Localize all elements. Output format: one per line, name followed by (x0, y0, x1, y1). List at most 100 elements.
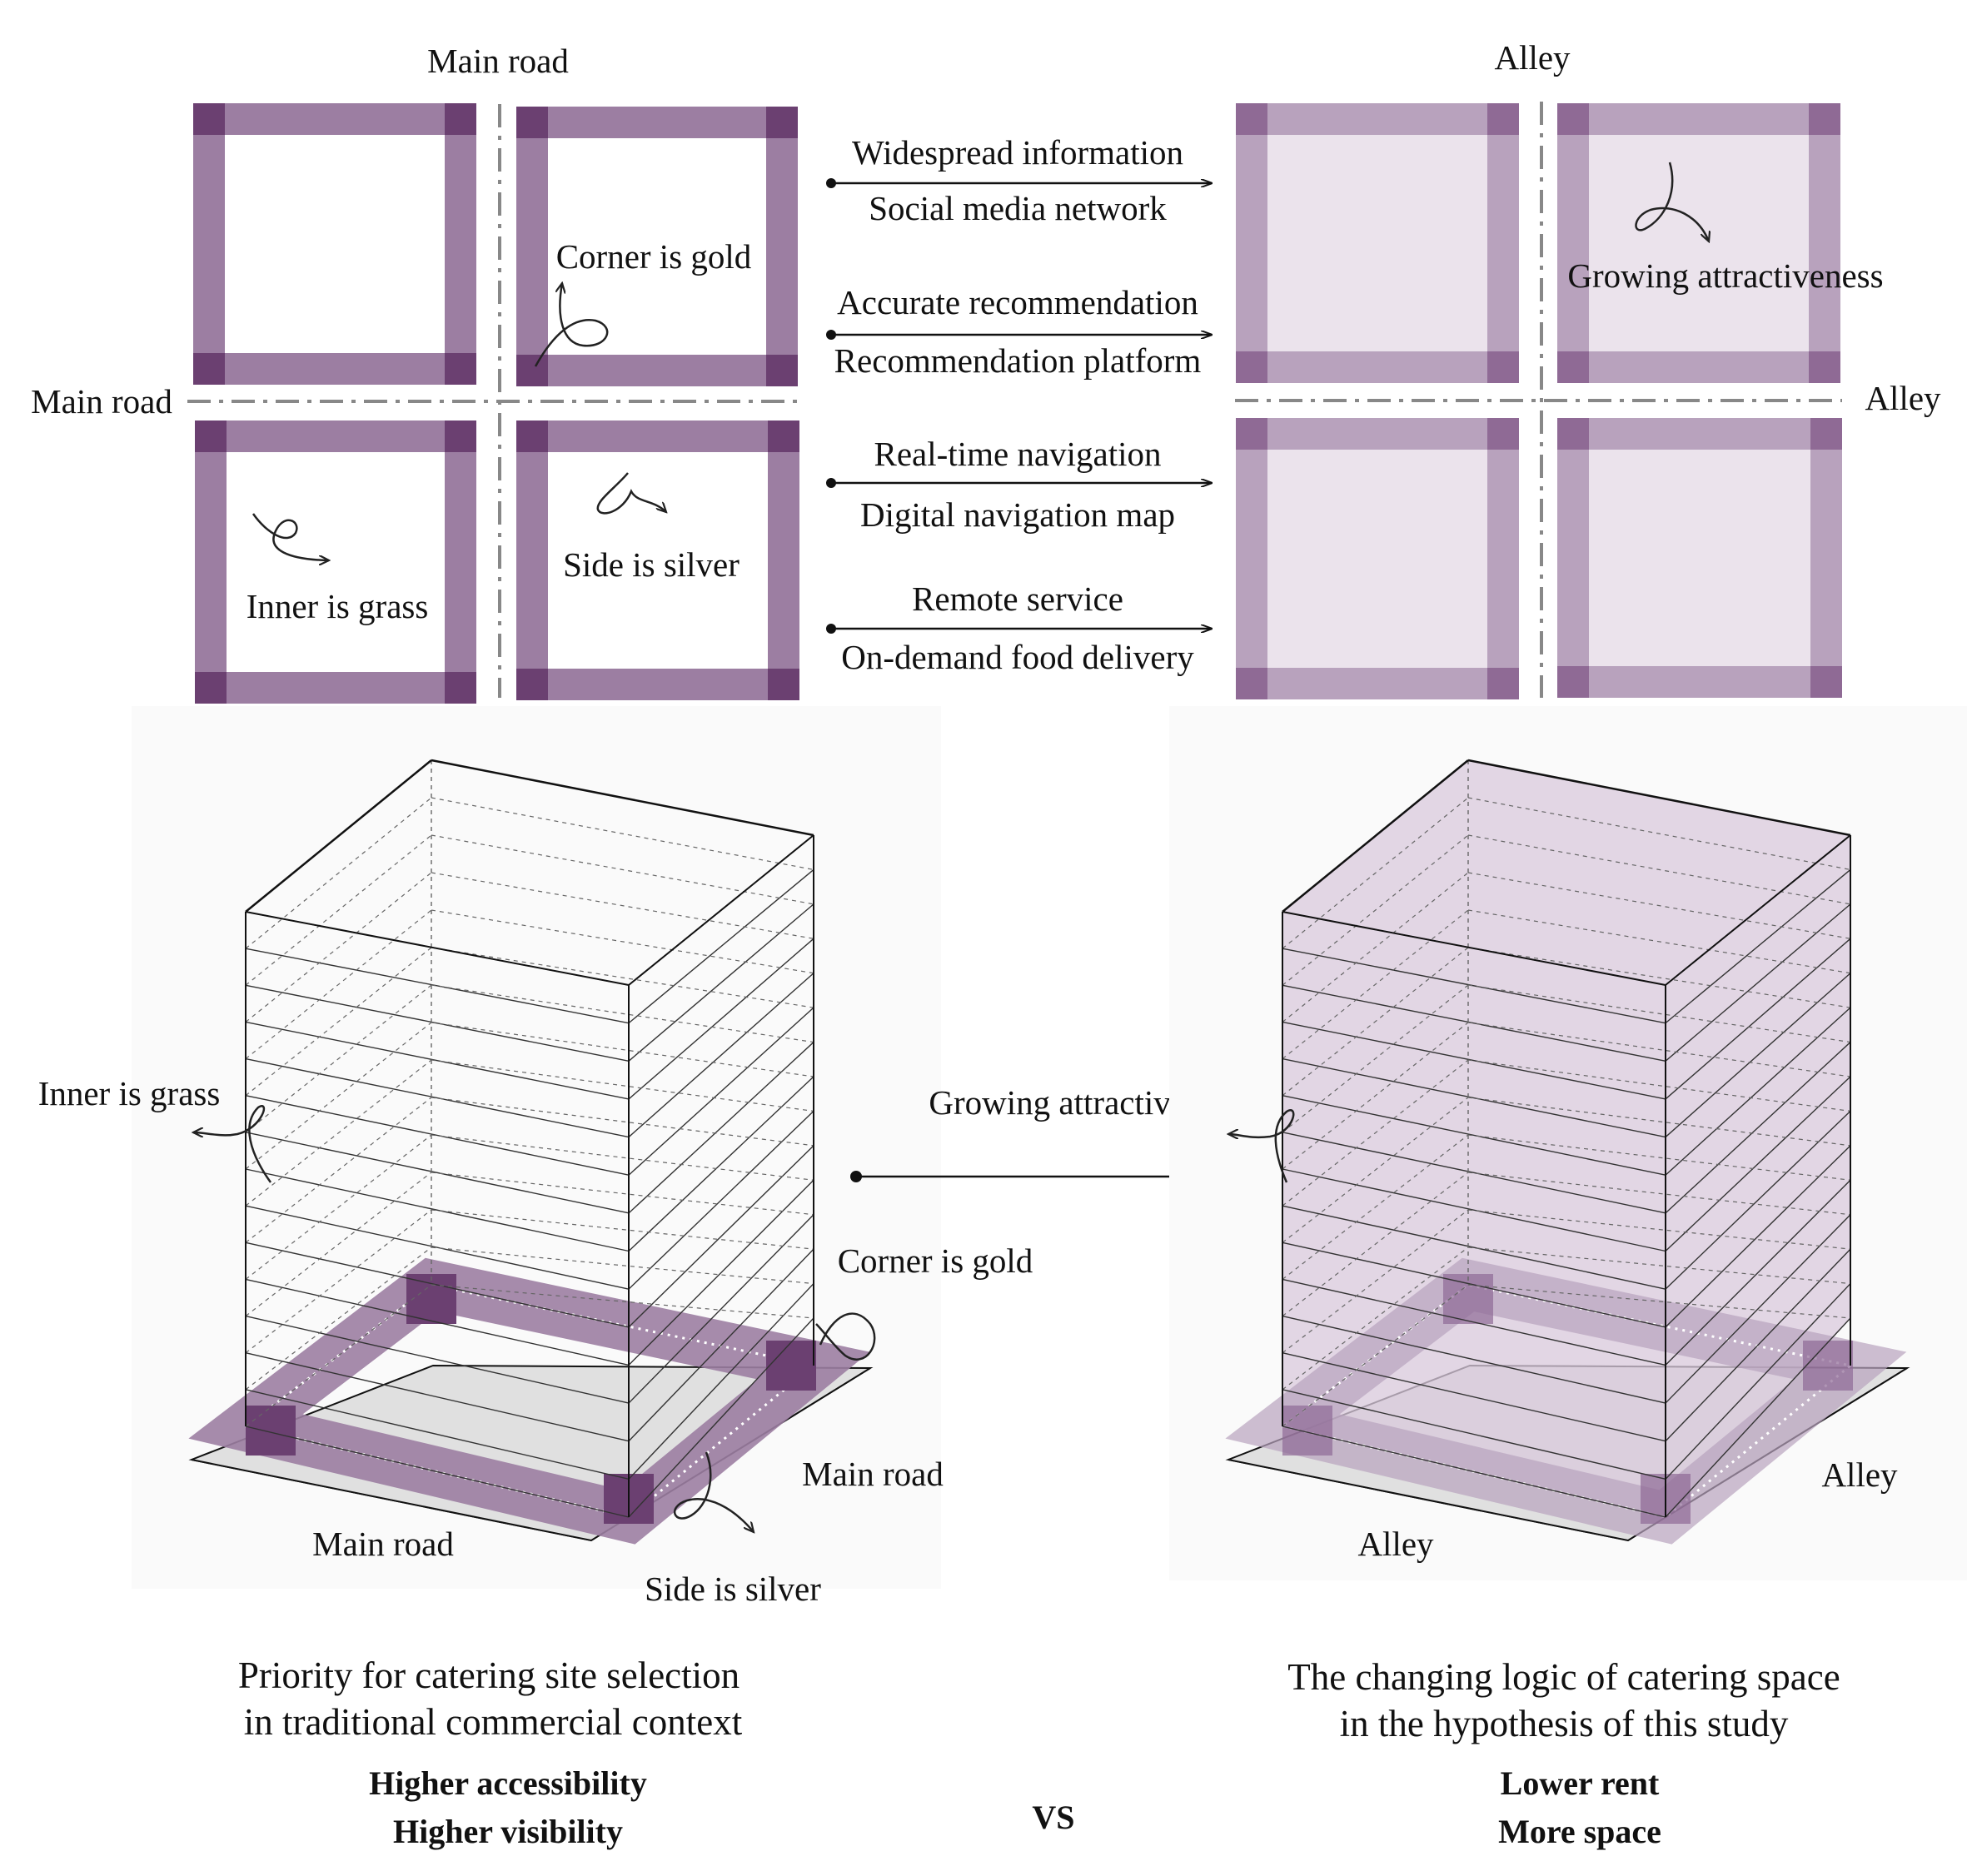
block-side (193, 353, 476, 385)
edge (431, 1059, 814, 1112)
edge (431, 1209, 814, 1250)
block-corner (1557, 103, 1589, 135)
edge (245, 911, 630, 986)
edge (1467, 872, 1851, 939)
edge (1282, 1278, 1666, 1366)
road-label-left: Main road (31, 382, 172, 420)
block-corner (445, 353, 476, 385)
block-fill (1557, 103, 1840, 383)
edge (245, 1278, 630, 1366)
edge (245, 1168, 630, 1252)
caption-left-line1: Priority for catering site selection (238, 1655, 739, 1696)
block-side (1557, 418, 1842, 450)
edge (1282, 1242, 1666, 1328)
edge (1665, 834, 1851, 986)
block-corner (516, 355, 548, 386)
road-label-top-left: Main road (427, 42, 569, 80)
factor-label-bottom: Recommendation platform (834, 341, 1202, 380)
edge (1665, 1076, 1851, 1252)
edge (628, 1110, 814, 1290)
factor-label-bottom: Digital navigation map (860, 495, 1175, 534)
block-side (516, 107, 548, 386)
base-corner-block (1282, 1406, 1332, 1456)
edge (1467, 834, 1851, 905)
edge (245, 1242, 630, 1328)
factor-label-top: Accurate recommendation (837, 283, 1198, 321)
edge (628, 1145, 814, 1328)
alley-label-3d-right: Alley (1821, 1456, 1898, 1494)
edge (1282, 1205, 1666, 1290)
edge (245, 1022, 432, 1170)
block-fill (1557, 418, 1842, 698)
factor-label-bottom: On-demand food delivery (841, 638, 1194, 676)
edge (1282, 1352, 1666, 1442)
edge (245, 1389, 630, 1480)
edge (1282, 1059, 1469, 1207)
factor-label-top: Remote service (912, 580, 1123, 618)
block-side (195, 420, 476, 452)
growing-attractiveness-label-top: Growing attractiveness (1567, 256, 1883, 295)
base-corner-block (246, 1406, 296, 1456)
block-corner (768, 669, 799, 700)
main-road-lines-left (187, 104, 799, 698)
edge (245, 1315, 630, 1404)
edge (1282, 1315, 1666, 1404)
edge (245, 909, 432, 1060)
edge (1665, 1110, 1851, 1290)
edge (1282, 1022, 1469, 1170)
block-corner (1236, 103, 1267, 135)
factor-arrow-3: Real-time navigation Digital navigation m… (826, 435, 1212, 534)
edge (628, 868, 814, 1024)
main-road-label-3d-left: Main road (312, 1525, 454, 1563)
edge (1282, 1057, 1666, 1138)
edge (1467, 1172, 1851, 1216)
block-corner (1809, 103, 1840, 135)
edge (1665, 1007, 1851, 1176)
side-is-silver-label: Side is silver (563, 545, 739, 584)
block-side (1557, 666, 1842, 698)
edge (431, 1172, 814, 1216)
block-corner (1809, 351, 1840, 383)
edge (1467, 1022, 1851, 1077)
block-corner (445, 103, 476, 135)
caption-left-line2: in traditional commercial context (244, 1701, 743, 1743)
edge (245, 797, 432, 949)
edge (245, 1426, 630, 1518)
edge (628, 973, 814, 1138)
edge (431, 1097, 814, 1147)
edge (628, 1076, 814, 1252)
main-road-label-3d-right: Main road (802, 1455, 944, 1493)
block-side (195, 672, 476, 704)
block-corner (766, 107, 798, 138)
block-side (445, 103, 476, 385)
edge (431, 834, 814, 905)
block-side (1557, 351, 1840, 383)
edge (245, 1172, 432, 1317)
alley-block-grid (1236, 103, 1842, 699)
block-side (1557, 103, 1589, 383)
edge (1282, 1426, 1666, 1518)
alley-label-3d-left: Alley (1357, 1525, 1434, 1563)
edge (1282, 872, 1469, 1023)
vs-label: VS (1032, 1799, 1074, 1836)
block-corner (1487, 668, 1519, 699)
edge (1665, 1283, 1851, 1480)
edge (1282, 1095, 1666, 1176)
edge (1282, 1132, 1666, 1214)
edge (1467, 1284, 1851, 1319)
edge (431, 909, 814, 974)
block-side (516, 420, 799, 452)
block-side (766, 107, 798, 386)
edge (1665, 938, 1851, 1100)
block-side (1557, 418, 1589, 698)
flow-curl-icon (251, 283, 666, 560)
edge (1282, 948, 1666, 1024)
block-corner (516, 107, 548, 138)
edge (1467, 947, 1851, 1008)
edge (245, 1352, 630, 1442)
block-side (195, 420, 227, 704)
base-corner-block (406, 1274, 456, 1324)
edge (1282, 1389, 1666, 1480)
flow-curl-icon-3d-right (1228, 1109, 1295, 1183)
